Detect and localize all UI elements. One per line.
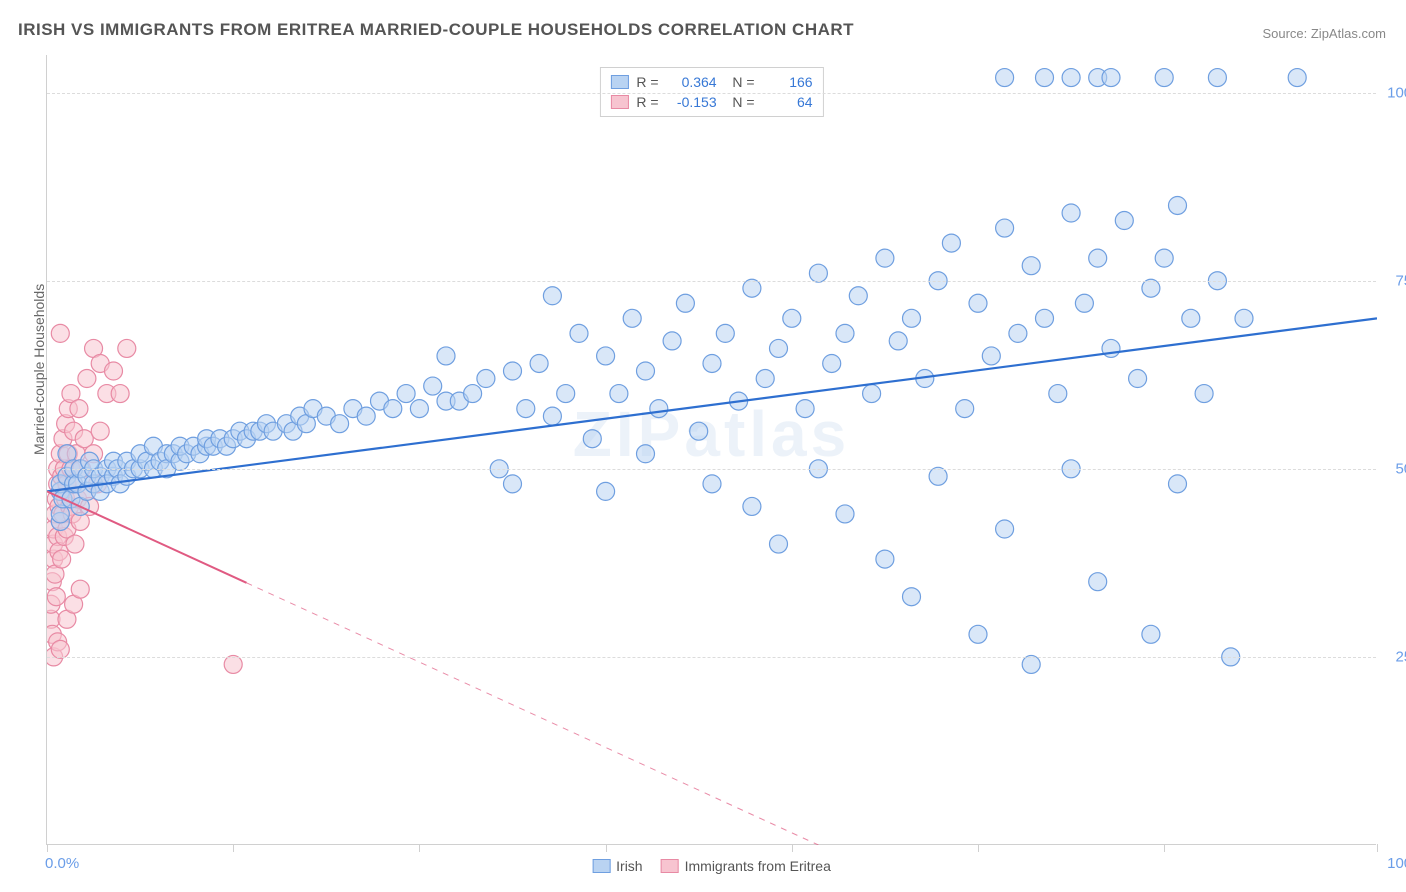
x-tick [233,844,234,852]
x-tick [792,844,793,852]
legend-n-value-irish: 166 [763,74,813,90]
legend-r-label: R = [636,94,658,110]
x-tick [978,844,979,852]
chart-title: IRISH VS IMMIGRANTS FROM ERITREA MARRIED… [18,20,854,40]
gridline-h [47,93,1376,94]
x-axis-label-100: 100.0% [1387,855,1406,872]
legend-n-label: N = [725,94,755,110]
x-tick [1164,844,1165,852]
y-tick-label: 100.0% [1387,84,1406,101]
scatter-plot [47,55,1377,845]
legend-r-label: R = [636,74,658,90]
gridline-h [47,657,1376,658]
gridline-h [47,469,1376,470]
x-tick [419,844,420,852]
legend-n-value-eritrea: 64 [763,94,813,110]
legend-r-value-irish: 0.364 [667,74,717,90]
gridline-h [47,281,1376,282]
x-tick [1377,844,1378,852]
legend-row-eritrea: R = -0.153 N = 64 [610,92,812,112]
y-tick-label: 75.0% [1395,272,1406,289]
swatch-irish [610,75,628,89]
legend-label-irish: Irish [616,858,642,874]
x-tick [606,844,607,852]
y-tick-label: 50.0% [1395,460,1406,477]
source-attribution: Source: ZipAtlas.com [1262,26,1386,41]
swatch-eritrea-bottom [661,859,679,873]
y-axis-label: Married-couple Households [31,284,47,455]
swatch-eritrea [610,95,628,109]
x-axis-label-0: 0.0% [45,855,79,872]
legend-n-label: N = [725,74,755,90]
legend-row-irish: R = 0.364 N = 166 [610,72,812,92]
chart-area: Married-couple Households ZIPatlas R = 0… [46,55,1376,845]
legend-item-eritrea: Immigrants from Eritrea [661,858,831,874]
legend-r-value-eritrea: -0.153 [667,94,717,110]
series-legend: Irish Immigrants from Eritrea [592,858,831,874]
swatch-irish-bottom [592,859,610,873]
legend-label-eritrea: Immigrants from Eritrea [685,858,831,874]
x-tick [47,844,48,852]
y-tick-label: 25.0% [1395,648,1406,665]
legend-item-irish: Irish [592,858,642,874]
